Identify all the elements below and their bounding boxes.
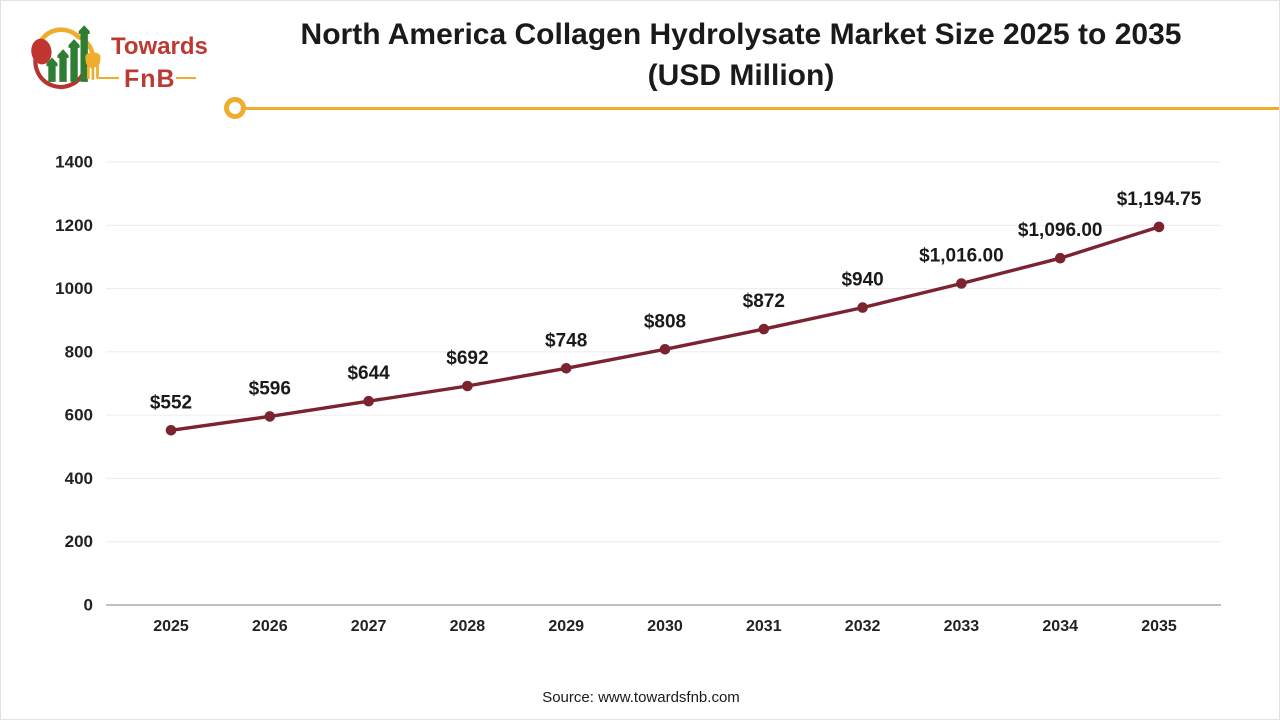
svg-text:2034: 2034 <box>1042 618 1078 635</box>
svg-text:$1,096.00: $1,096.00 <box>1018 220 1103 241</box>
svg-text:2032: 2032 <box>845 618 881 635</box>
svg-text:$1,016.00: $1,016.00 <box>919 246 1004 267</box>
svg-text:1400: 1400 <box>55 153 93 172</box>
svg-text:1200: 1200 <box>55 216 93 235</box>
svg-text:$872: $872 <box>743 291 785 312</box>
svg-text:800: 800 <box>65 342 93 361</box>
svg-text:2033: 2033 <box>944 618 980 635</box>
svg-text:$552: $552 <box>150 392 192 413</box>
svg-text:2025: 2025 <box>153 618 189 635</box>
svg-text:2035: 2035 <box>1141 618 1177 635</box>
svg-text:0: 0 <box>84 596 93 615</box>
svg-text:2028: 2028 <box>450 618 486 635</box>
svg-text:$644: $644 <box>347 363 390 384</box>
svg-text:400: 400 <box>65 469 93 488</box>
svg-text:2030: 2030 <box>647 618 683 635</box>
svg-text:1000: 1000 <box>55 279 93 298</box>
svg-text:200: 200 <box>65 532 93 551</box>
svg-text:$940: $940 <box>841 270 883 291</box>
svg-text:2026: 2026 <box>252 618 288 635</box>
svg-text:$692: $692 <box>446 348 488 369</box>
svg-text:$1,194.75: $1,194.75 <box>1117 189 1202 210</box>
svg-text:2031: 2031 <box>746 618 782 635</box>
svg-text:2027: 2027 <box>351 618 387 635</box>
svg-text:600: 600 <box>65 406 93 425</box>
svg-text:$596: $596 <box>249 378 291 399</box>
svg-text:$808: $808 <box>644 311 686 332</box>
svg-text:2029: 2029 <box>548 618 584 635</box>
svg-text:$748: $748 <box>545 330 587 351</box>
